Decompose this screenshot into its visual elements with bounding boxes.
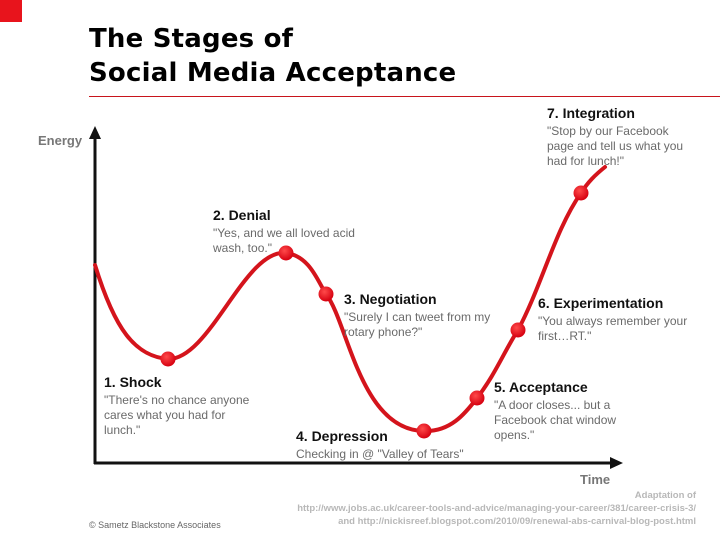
stage-6-quote: "You always remember your first…RT."	[538, 314, 688, 343]
page-title: The Stages of Social Media Acceptance	[89, 22, 456, 90]
stage-3-heading: 3. Negotiation	[344, 291, 437, 307]
stage-6-label: 6. Experimentation "You always remember …	[538, 295, 698, 344]
stage-4-dot	[416, 423, 432, 439]
stage-2-heading: 2. Denial	[213, 207, 271, 223]
stage-3-label: 3. Negotiation "Surely I can tweet from …	[344, 291, 504, 340]
y-axis-label: Energy	[38, 133, 83, 148]
credit-line-1: Adaptation of	[634, 490, 696, 501]
stage-7-heading: 7. Integration	[547, 105, 635, 121]
stage-7-quote: "Stop by our Facebook page and tell us w…	[547, 124, 684, 168]
stage-2-label: 2. Denial "Yes, and we all loved acid wa…	[213, 207, 363, 256]
stage-3-dot	[318, 286, 334, 302]
stage-2-quote: "Yes, and we all loved acid wash, too."	[213, 226, 355, 255]
stage-3-quote: "Surely I can tweet from my rotary phone…	[344, 310, 491, 339]
stage-6-dot	[510, 322, 526, 338]
stage-4-heading: 4. Depression	[296, 428, 388, 444]
stage-4-label: 4. Depression Checking in @ "Valley of T…	[296, 428, 496, 462]
x-axis-arrow	[610, 457, 623, 469]
stage-1-heading: 1. Shock	[104, 374, 162, 390]
x-axis-label: Time	[580, 472, 611, 487]
stage-6-heading: 6. Experimentation	[538, 295, 664, 311]
title-divider	[89, 96, 720, 97]
stage-4-quote: Checking in @ "Valley of Tears"	[296, 447, 464, 461]
stage-7-label: 7. Integration "Stop by our Facebook pag…	[547, 105, 692, 169]
stage-5-label: 5. Acceptance "A door closes... but a Fa…	[494, 379, 629, 443]
stage-1-label: 1. Shock "There's no chance anyone cares…	[104, 374, 264, 438]
stage-7-dot	[573, 185, 589, 201]
stage-5-heading: 5. Acceptance	[494, 379, 588, 395]
stage-1-quote: "There's no chance anyone cares what you…	[104, 393, 250, 437]
credit-link-2[interactable]: and http://nickisreef.blogspot.com/2010/…	[338, 516, 696, 527]
stage-2-dot	[278, 245, 294, 261]
copyright-notice: © Sametz Blackstone Associates	[89, 520, 221, 530]
title-line-1: The Stages of	[89, 24, 294, 54]
title-line-2: Social Media Acceptance	[89, 58, 457, 88]
stage-5-quote: "A door closes... but a Facebook chat wi…	[494, 398, 617, 442]
acceptance-curve	[93, 165, 607, 434]
y-axis-arrow	[89, 126, 101, 139]
corner-accent	[0, 0, 22, 22]
credit-link-1[interactable]: http://www.jobs.ac.uk/career-tools-and-a…	[297, 503, 696, 514]
stage-5-dot	[469, 390, 485, 406]
source-credit: Adaptation of http://www.jobs.ac.uk/care…	[297, 489, 696, 528]
stage-1-dot	[160, 351, 176, 367]
